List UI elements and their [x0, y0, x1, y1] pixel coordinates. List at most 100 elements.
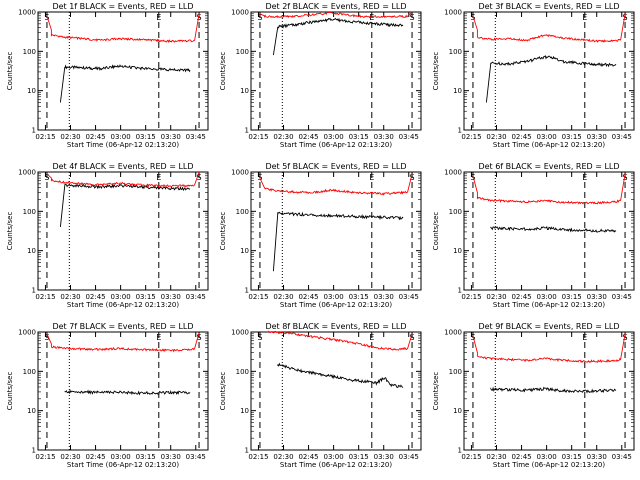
- panel-8: Det 8f BLACK = Events, RED = LLD 1 10 100 10…: [219, 322, 422, 469]
- series-line-events: [64, 389, 191, 396]
- x-tick-label: 02:45: [298, 453, 318, 461]
- marker-label: S: [623, 173, 628, 182]
- x-axis-label: Start Time (06-Apr-12 02:13:20): [493, 461, 605, 469]
- series-events: [490, 225, 617, 233]
- y-tick-label: 10: [453, 87, 462, 95]
- x-axis-label: Start Time (06-Apr-12 02:13:20): [280, 301, 392, 309]
- y-tick-label: 1000: [18, 169, 36, 177]
- marker-label: S: [410, 333, 415, 342]
- panel-5: Det 5f BLACK = Events, RED = LLD 1 10 100 10…: [219, 162, 422, 309]
- y-tick-label: 10: [27, 247, 36, 255]
- x-tick-label: 03:45: [399, 293, 419, 301]
- x-tick-label: 03:15: [562, 293, 582, 301]
- x-tick-label: 03:30: [587, 293, 607, 301]
- x-tick-label: 02:45: [85, 453, 105, 461]
- panel-6: Det 6f BLACK = Events, RED = LLD 1 10 100 10…: [432, 162, 635, 309]
- marker-label: S: [197, 173, 202, 182]
- x-tick-label: 02:45: [298, 133, 318, 141]
- x-tick-label: 03:15: [136, 293, 156, 301]
- plot-frame: [463, 331, 635, 451]
- panel-title: Det 7f BLACK = Events, RED = LLD: [52, 322, 193, 331]
- series-line-lld: [472, 173, 626, 205]
- series-lld: [259, 173, 413, 196]
- x-tick-label: 03:00: [324, 293, 344, 301]
- x-tick-label: 03:00: [111, 293, 131, 301]
- y-axis-label: Counts/sec: [219, 52, 227, 91]
- y-tick-label: 100: [236, 208, 249, 216]
- marker-label: S: [410, 173, 415, 182]
- y-axis-label: Counts/sec: [219, 372, 227, 411]
- y-tick-label: 1000: [444, 169, 462, 177]
- panel-title: Det 3f BLACK = Events, RED = LLD: [478, 2, 619, 11]
- series-line-events: [485, 55, 617, 103]
- plot-frame: [250, 11, 422, 131]
- x-tick-label: 03:15: [136, 133, 156, 141]
- panel-title: Det 2f BLACK = Events, RED = LLD: [265, 2, 406, 11]
- x-tick-label: 02:30: [486, 453, 506, 461]
- series-lld: [259, 11, 413, 19]
- x-tick-label: 03:15: [349, 133, 369, 141]
- x-tick-label: 03:30: [374, 453, 394, 461]
- panel-7: Det 7f BLACK = Events, RED = LLD 1 10 100 10…: [6, 322, 209, 469]
- series-line-events: [490, 225, 617, 233]
- y-axis-label: Counts/sec: [432, 52, 440, 91]
- series-line-lld: [46, 13, 200, 43]
- x-tick-label: 02:30: [273, 293, 293, 301]
- x-tick-label: 03:00: [324, 133, 344, 141]
- y-tick-label: 1: [32, 447, 36, 455]
- x-tick-label: 03:00: [111, 133, 131, 141]
- x-tick-label: 02:30: [60, 453, 80, 461]
- marker-label: E: [156, 13, 161, 22]
- x-tick-label: 03:45: [399, 453, 419, 461]
- series-line-lld: [472, 333, 626, 364]
- y-axis-label: Counts/sec: [6, 212, 14, 251]
- x-tick-label: 02:15: [248, 453, 268, 461]
- y-tick-label: 1: [245, 447, 249, 455]
- series-line-events: [277, 362, 404, 388]
- x-tick-label: 03:45: [612, 133, 632, 141]
- y-tick-label: 1: [32, 287, 36, 295]
- y-tick-label: 1000: [444, 329, 462, 337]
- marker-label: E: [369, 173, 374, 182]
- panel-title: Det 4f BLACK = Events, RED = LLD: [52, 162, 193, 171]
- x-tick-label: 03:45: [186, 133, 206, 141]
- x-tick-label: 03:45: [612, 293, 632, 301]
- series-events: [64, 389, 191, 396]
- y-tick-label: 100: [236, 48, 249, 56]
- series-events: [490, 386, 617, 394]
- series-line-lld: [268, 330, 413, 351]
- plot-frame: [37, 11, 209, 131]
- x-tick-label: 03:30: [161, 453, 181, 461]
- panel-9: Det 9f BLACK = Events, RED = LLD 1 10 100 10…: [432, 322, 635, 469]
- plot-frame: [250, 331, 422, 451]
- panel-2: Det 2f BLACK = Events, RED = LLD 1 10 100 10…: [219, 2, 422, 149]
- x-tick-label: 03:45: [612, 453, 632, 461]
- x-tick-label: 03:45: [399, 133, 419, 141]
- series-lld: [472, 173, 626, 205]
- x-tick-label: 02:30: [486, 293, 506, 301]
- y-tick-label: 100: [23, 368, 36, 376]
- marker-label: S: [257, 173, 262, 182]
- marker-label: S: [470, 13, 475, 22]
- x-tick-label: 02:15: [461, 133, 481, 141]
- y-axis-label: Counts/sec: [432, 212, 440, 251]
- y-tick-label: 10: [453, 247, 462, 255]
- panel-title: Det 9f BLACK = Events, RED = LLD: [478, 322, 619, 331]
- y-tick-label: 10: [27, 407, 36, 415]
- marker-label: S: [623, 333, 628, 342]
- x-tick-label: 02:45: [298, 293, 318, 301]
- x-tick-label: 03:00: [324, 453, 344, 461]
- x-axis-label: Start Time (06-Apr-12 02:13:20): [280, 141, 392, 149]
- marker-label: S: [44, 13, 49, 22]
- series-lld: [46, 13, 200, 43]
- x-tick-label: 03:30: [374, 133, 394, 141]
- x-tick-label: 03:00: [111, 453, 131, 461]
- marker-label: S: [257, 13, 262, 22]
- plot-frame: [463, 11, 635, 131]
- series-lld: [46, 332, 200, 353]
- series-events: [485, 55, 617, 103]
- x-tick-label: 03:30: [161, 133, 181, 141]
- marker-label: E: [369, 333, 374, 342]
- series-lld: [472, 13, 626, 43]
- x-tick-label: 02:45: [85, 133, 105, 141]
